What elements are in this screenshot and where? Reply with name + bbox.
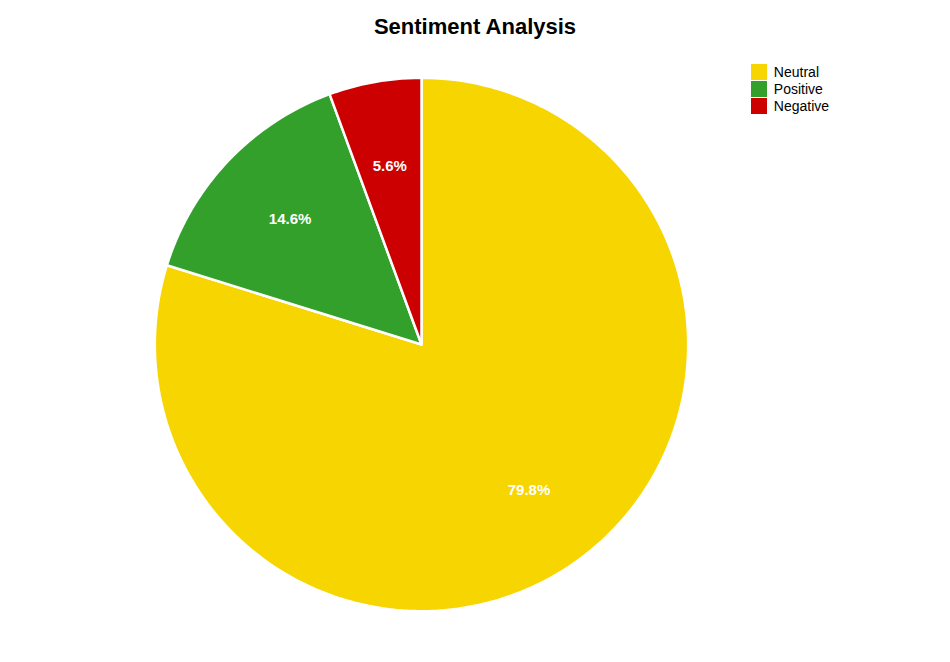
html-text:Negative: Negative [773, 98, 830, 114]
svg-text:5.6%: 5.6% [373, 157, 407, 174]
html-text:Neutral: Neutral [773, 64, 819, 80]
html-text:Sentiment Analysis: Sentiment Analysis [373, 14, 577, 39]
html-text:Positive: Positive [773, 81, 823, 97]
svg-text:14.6%: 14.6% [269, 210, 312, 227]
svg-text:79.8%: 79.8% [508, 481, 551, 498]
